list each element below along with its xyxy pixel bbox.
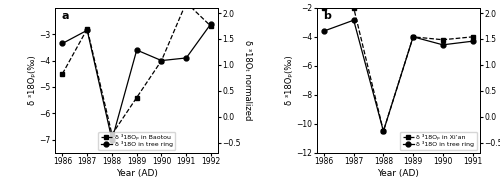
Text: a: a [62,11,69,21]
Legend: δ ³18Oₚ in Baotou, δ ³18O in tree ring: δ ³18Oₚ in Baotou, δ ³18O in tree ring [98,132,175,150]
Text: b: b [323,11,331,21]
Legend: δ ³18Oₚ in Xi’an, δ ³18O in tree ring: δ ³18Oₚ in Xi’an, δ ³18O in tree ring [400,132,477,150]
X-axis label: Year (AD): Year (AD) [378,169,419,178]
Y-axis label: δ ³18Oₚ(‰): δ ³18Oₚ(‰) [284,55,294,105]
Y-axis label: δ ³18Oₜ normalized: δ ³18Oₜ normalized [243,40,252,121]
Y-axis label: δ ³18Oₚ(‰): δ ³18Oₚ(‰) [28,55,37,105]
X-axis label: Year (AD): Year (AD) [116,169,158,178]
